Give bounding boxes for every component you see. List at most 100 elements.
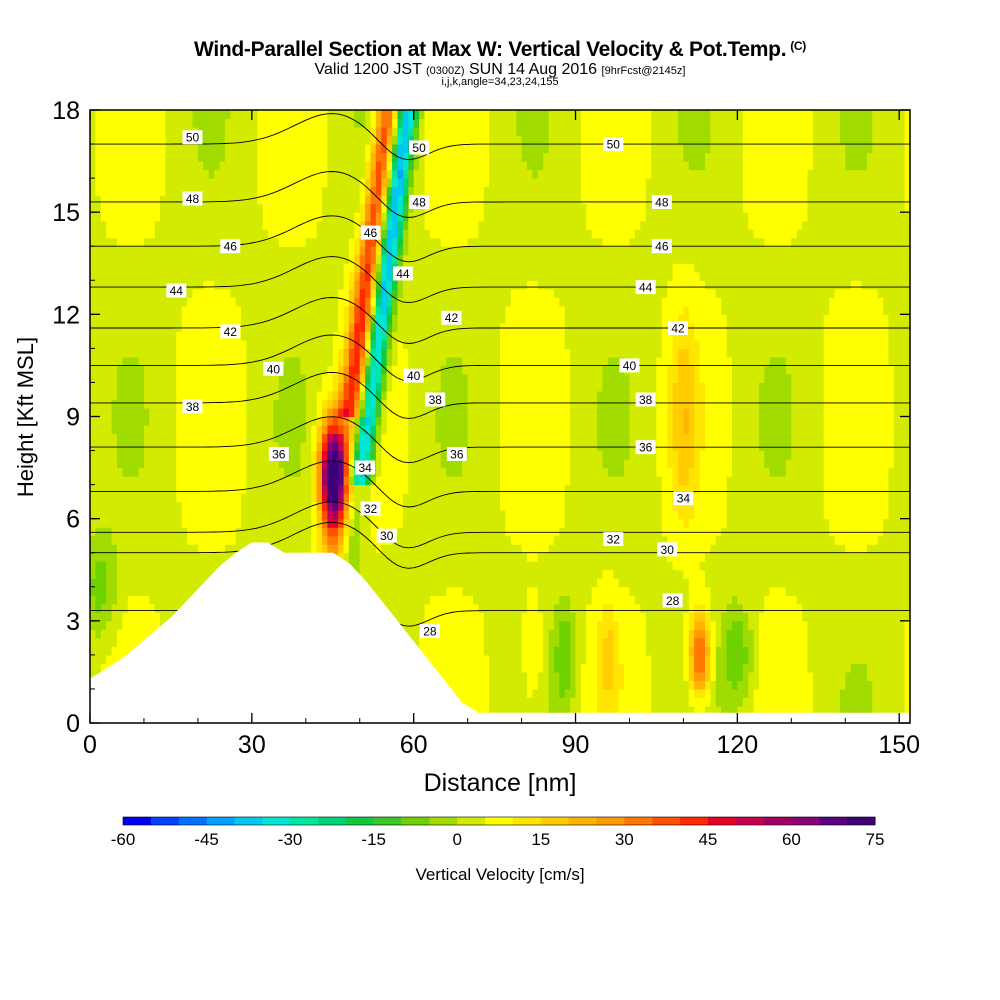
field-cell: [300, 178, 307, 188]
field-cell: [338, 373, 345, 383]
field-cell: [117, 135, 123, 145]
field-cell: [246, 305, 253, 315]
field-cell: [359, 203, 366, 213]
field-cell: [181, 552, 188, 562]
field-cell: [90, 535, 96, 545]
field-cell: [203, 161, 210, 171]
field-cell: [456, 135, 463, 145]
field-cell: [208, 425, 215, 435]
field-cell: [456, 382, 463, 392]
field-cell: [446, 127, 453, 137]
field-cell: [268, 161, 274, 171]
field-cell: [343, 416, 350, 426]
field-cell: [327, 263, 334, 273]
field-cell: [268, 484, 274, 494]
chart-title: Wind-Parallel Section at Max W: Vertical…: [0, 38, 1000, 62]
field-cell: [149, 348, 156, 358]
field-cell: [106, 416, 113, 426]
field-cell: [375, 322, 382, 332]
field-cell: [106, 322, 113, 332]
field-cell: [181, 476, 188, 486]
field-cell: [370, 484, 377, 494]
field-cell: [219, 118, 226, 128]
field-cell: [138, 178, 145, 188]
field-cell: [143, 365, 150, 375]
field-cell: [359, 135, 366, 145]
field-cell: [354, 476, 361, 486]
field-cell: [300, 305, 307, 315]
field-cell: [305, 331, 312, 341]
field-cell: [305, 152, 312, 162]
field-cell: [386, 552, 393, 562]
field-cell: [219, 535, 226, 545]
field-cell: [311, 493, 318, 503]
field-cell: [192, 331, 199, 341]
field-cell: [338, 314, 345, 324]
field-cell: [192, 288, 199, 298]
field-cell: [230, 510, 237, 520]
field-cell: [402, 331, 409, 341]
field-cell: [408, 586, 415, 596]
field-cell: [284, 518, 291, 528]
field-cell: [316, 339, 323, 349]
field-cell: [413, 442, 420, 452]
field-cell: [160, 246, 167, 256]
field-cell: [295, 450, 301, 460]
field-cell: [117, 356, 123, 366]
field-cell: [348, 476, 355, 486]
field-cell: [408, 493, 415, 503]
field-cell: [305, 501, 312, 511]
field-cell: [381, 110, 388, 120]
field-cell: [176, 561, 183, 571]
field-cell: [106, 603, 113, 613]
field-cell: [230, 144, 237, 154]
field-cell: [100, 297, 107, 307]
field-cell: [370, 433, 377, 443]
field-cell: [435, 263, 442, 273]
field-cell: [408, 288, 415, 298]
field-cell: [241, 212, 248, 222]
field-cell: [392, 280, 399, 290]
field-cell: [424, 135, 431, 145]
field-cell: [375, 348, 382, 358]
field-cell: [295, 476, 301, 486]
field-cell: [370, 365, 377, 375]
field-cell: [170, 339, 177, 349]
field-cell: [138, 186, 145, 196]
field-cell: [122, 203, 129, 213]
field-cell: [462, 637, 469, 647]
field-cell: [446, 382, 453, 392]
field-cell: [138, 297, 145, 307]
field-cell: [208, 552, 215, 562]
field-cell: [133, 212, 140, 222]
field-cell: [219, 169, 226, 179]
field-cell: [143, 603, 150, 613]
field-cell: [122, 612, 129, 622]
field-cell: [219, 510, 226, 520]
field-cell: [402, 127, 409, 137]
field-cell: [343, 127, 350, 137]
field-cell: [181, 254, 188, 264]
field-cell: [127, 433, 134, 443]
field-cell: [149, 127, 156, 137]
field-cell: [154, 535, 161, 545]
field-cell: [138, 195, 145, 205]
field-cell: [354, 442, 361, 452]
field-cell: [435, 518, 442, 528]
field-cell: [424, 382, 431, 392]
field-cell: [143, 229, 150, 239]
field-cell: [246, 144, 253, 154]
field-cell: [111, 220, 118, 230]
field-cell: [424, 118, 431, 128]
field-cell: [424, 169, 431, 179]
field-cell: [235, 263, 242, 273]
field-cell: [122, 135, 129, 145]
field-cell: [235, 203, 242, 213]
field-cell: [95, 195, 102, 205]
field-cell: [446, 654, 453, 664]
field-cell: [381, 391, 388, 401]
field-cell: [419, 450, 426, 460]
field-cell: [251, 476, 258, 486]
field-cell: [327, 356, 334, 366]
field-cell: [133, 305, 140, 315]
